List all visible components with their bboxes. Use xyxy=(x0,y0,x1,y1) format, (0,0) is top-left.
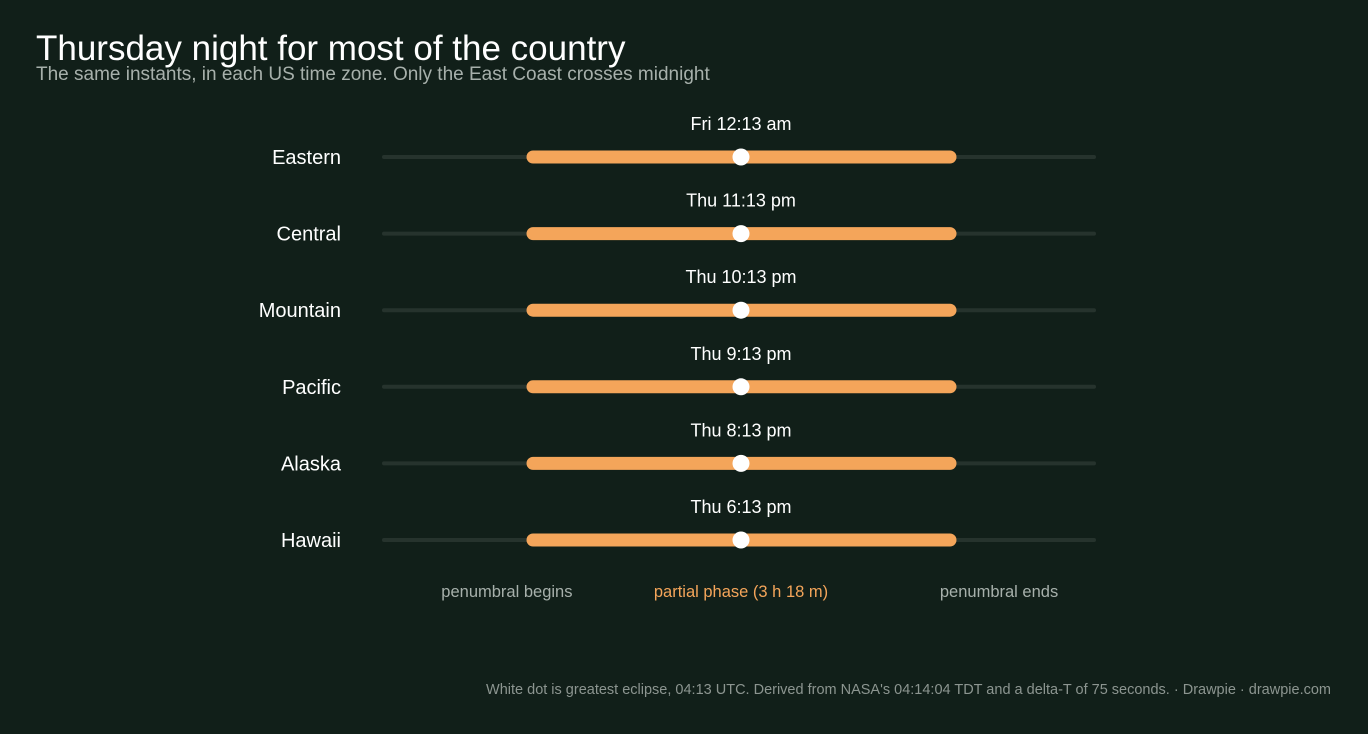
greatest-eclipse-dot-central xyxy=(732,225,750,243)
greatest-eclipse-dot-mountain xyxy=(732,301,750,319)
greatest-eclipse-dot-hawaii xyxy=(732,531,750,549)
zone-label-eastern: Eastern xyxy=(272,147,341,169)
zone-label-alaska: Alaska xyxy=(281,453,342,475)
zone-label-pacific: Pacific xyxy=(282,377,341,399)
axis-label-penumbral-begins: penumbral begins xyxy=(441,583,572,601)
greatest-local-time-hawaii: Thu 6:13 pm xyxy=(690,497,791,517)
greatest-local-time-alaska: Thu 8:13 pm xyxy=(690,420,791,440)
greatest-local-time-mountain: Thu 10:13 pm xyxy=(685,267,796,287)
greatest-eclipse-dot-alaska xyxy=(732,454,750,472)
axis-label-penumbral-ends: penumbral ends xyxy=(940,583,1058,601)
greatest-eclipse-dot-pacific xyxy=(732,378,750,396)
chart-title: Thursday night for most of the country xyxy=(36,29,626,68)
greatest-local-time-pacific: Thu 9:13 pm xyxy=(690,344,791,364)
greatest-eclipse-dot-eastern xyxy=(732,148,750,166)
axis-label-partial-phase: partial phase (3 h 18 m) xyxy=(654,583,828,601)
greatest-local-time-central: Thu 11:13 pm xyxy=(686,191,796,211)
greatest-local-time-eastern: Fri 12:13 am xyxy=(690,114,791,134)
footer-note: White dot is greatest eclipse, 04:13 UTC… xyxy=(486,682,1331,698)
zone-label-mountain: Mountain xyxy=(259,300,341,322)
chart-subtitle: The same instants, in each US time zone.… xyxy=(36,64,710,85)
zone-label-central: Central xyxy=(277,224,341,246)
zone-label-hawaii: Hawaii xyxy=(281,530,341,552)
